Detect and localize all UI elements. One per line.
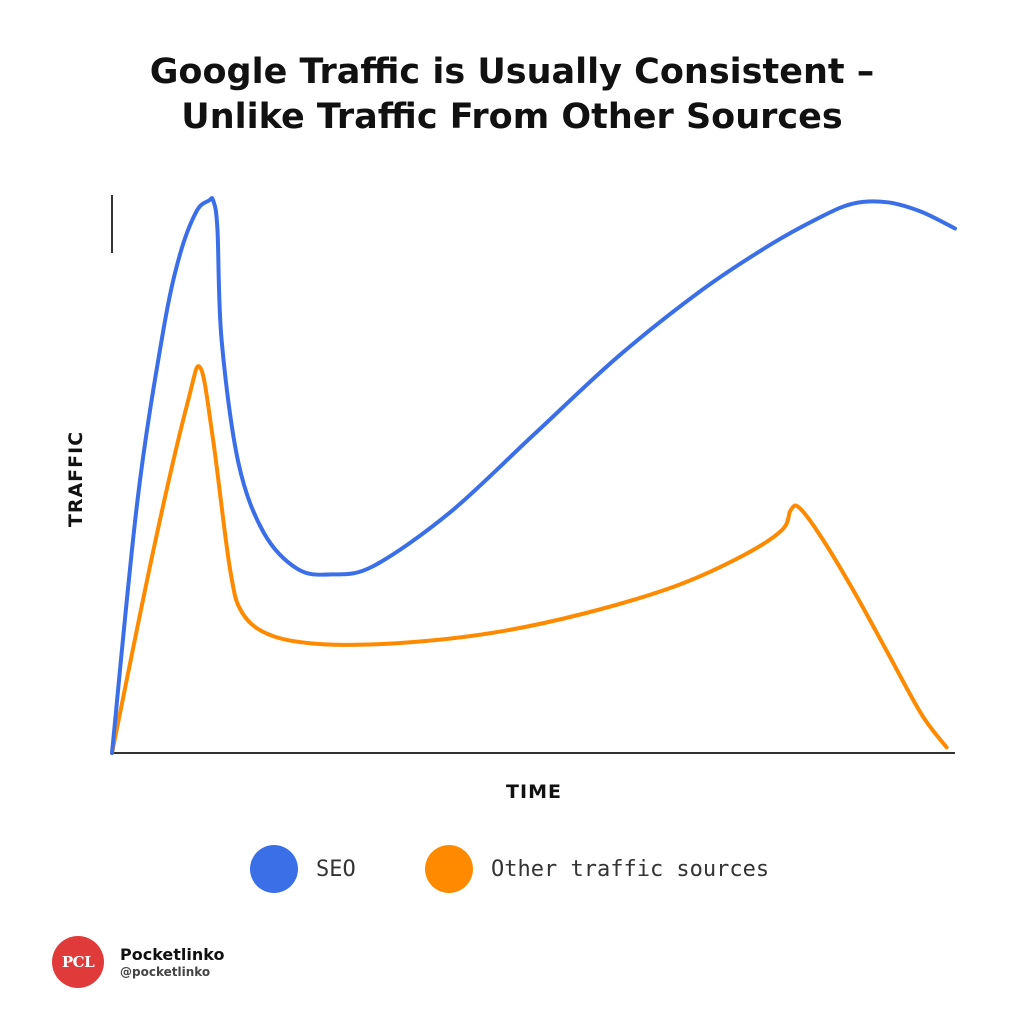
seo-swatch xyxy=(250,845,298,893)
series-line-seo xyxy=(110,196,957,755)
legend-item-seo: SEO xyxy=(250,845,356,893)
brand-handle: @pocketlinko xyxy=(120,964,211,979)
series-layer xyxy=(110,196,957,755)
logo-text: PCL xyxy=(61,953,95,971)
brand-block: PCL Pocketlinko @pocketlinko xyxy=(52,936,224,988)
brand-name: Pocketlinko xyxy=(120,944,225,964)
brand-text: Pocketlinko @pocketlinko xyxy=(120,945,224,980)
chart-title-line-2: Unlike Traffic From Other Sources xyxy=(181,97,843,137)
chart-title: Google Traffic is Usually Consistent – U… xyxy=(0,50,1024,140)
x-axis-label: TIME xyxy=(506,781,562,803)
series-line-other-traffic-sources xyxy=(110,364,949,755)
legend-label-seo: SEO xyxy=(316,856,356,882)
other-swatch xyxy=(425,845,473,893)
y-axis-label: TRAFFIC xyxy=(65,430,87,528)
pcl-logo: PCL xyxy=(52,936,104,988)
legend-label-other: Other traffic sources xyxy=(491,856,770,882)
chart-title-line-1: Google Traffic is Usually Consistent – xyxy=(149,52,875,92)
legend-item-other: Other traffic sources xyxy=(425,845,769,893)
